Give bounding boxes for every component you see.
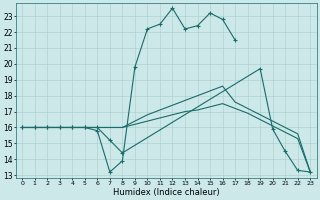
X-axis label: Humidex (Indice chaleur): Humidex (Indice chaleur) [113,188,220,197]
